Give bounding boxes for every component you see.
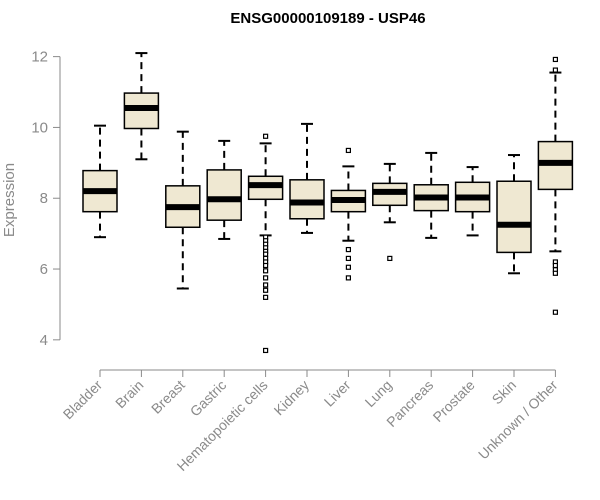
outlier-point (552, 262, 559, 269)
x-tick-label: Breast (148, 377, 188, 417)
outlier-point (263, 275, 269, 281)
boxes-group (82, 52, 574, 354)
x-tick-label: Unknown / Other (475, 377, 561, 463)
box-liver (330, 147, 367, 281)
outlier-point (345, 255, 351, 262)
x-tick-label: Skin (489, 377, 520, 408)
outlier-point (263, 133, 269, 139)
outlier-point (552, 67, 559, 73)
outlier-point (345, 275, 351, 281)
x-tick-label: Prostate (430, 377, 478, 425)
box-lung (372, 162, 408, 262)
y-tick-label: 10 (31, 119, 48, 136)
box-gastric (206, 139, 242, 240)
y-tick-label: 6 (40, 261, 48, 278)
box-hematopoietic-cells (247, 133, 284, 354)
outlier-point (263, 262, 269, 269)
x-tick-label: Kidney (271, 377, 313, 419)
x-tick-label: Liver (321, 377, 354, 410)
y-tick-label: 8 (40, 190, 48, 207)
outlier-point (263, 268, 269, 274)
outlier-point (263, 251, 269, 257)
y-tick-label: 12 (31, 49, 48, 66)
iqr-box (289, 179, 325, 220)
outlier-point (345, 147, 351, 154)
outlier-point (263, 294, 269, 300)
chart-title: ENSG00000109189 - USP46 (230, 10, 425, 27)
iqr-box (496, 180, 532, 254)
iqr-box (206, 169, 242, 221)
outlier-point (552, 309, 559, 315)
x-tick-label: Brain (112, 377, 146, 411)
box-kidney (289, 122, 325, 234)
box-skin (496, 154, 532, 275)
box-unknown-other (537, 56, 574, 315)
x-tick-label: Bladder (60, 377, 106, 423)
outlier-point (263, 287, 269, 293)
outlier-point (552, 56, 559, 63)
outlier-point (345, 264, 351, 270)
y-axis-label: Expression (1, 163, 18, 237)
y-axis: 4 6 8 10 12 (31, 49, 61, 349)
box-bladder (82, 124, 118, 239)
y-tick-label: 4 (40, 332, 48, 349)
outlier-point (345, 246, 351, 253)
outlier-point (387, 255, 393, 262)
box-breast (165, 130, 201, 290)
box-pancreas (413, 151, 449, 239)
outlier-point (263, 282, 269, 288)
outlier-point (263, 347, 269, 354)
outlier-point (552, 270, 559, 276)
box-prostate (454, 166, 491, 237)
box-brain (123, 52, 160, 161)
x-tick-label: Lung (362, 377, 395, 410)
